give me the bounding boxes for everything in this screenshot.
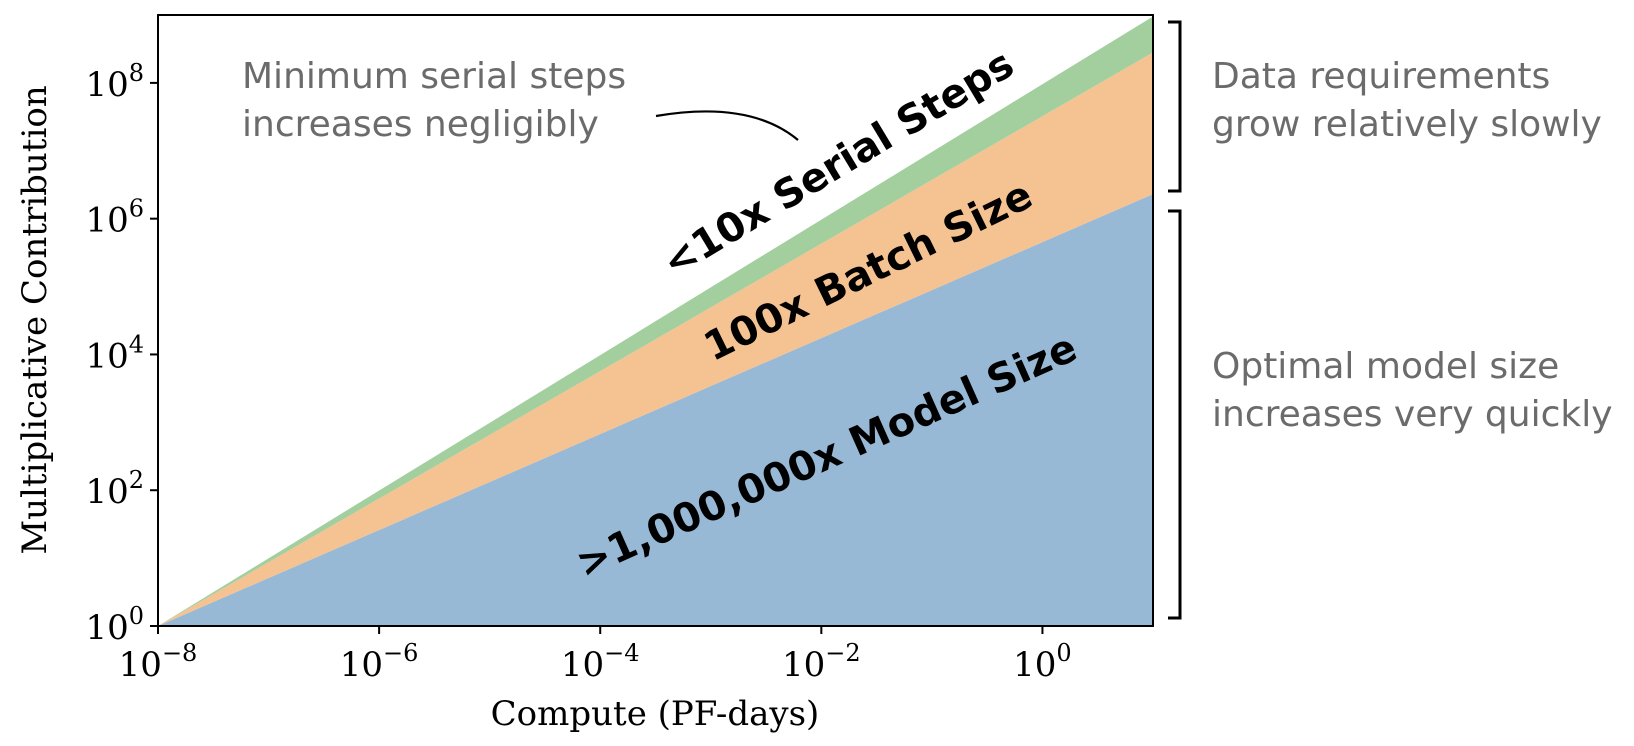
plot-areas [158,16,1153,626]
model-note-line-1: Optimal model size [1212,346,1559,387]
serial-note-arrow [655,110,799,141]
y-tick-label: 108 [85,59,144,105]
serial-steps-area [158,16,1153,626]
data-requirements-bracket [1168,20,1182,193]
x-axis-label: Compute (PF-days) [491,694,820,734]
y-axis-ticks: 100 102 104 106 108 [85,59,158,648]
x-tick-label: 10−2 [782,639,861,685]
y-tick-label: 100 [85,602,144,648]
x-axis-ticks: 10−8 10−6 10−4 10−2 100 [119,626,1072,685]
y-tick-label: 106 [85,195,144,241]
x-tick-label: 10−8 [119,639,198,685]
model-note-line-2: increases very quickly [1212,394,1613,435]
model-size-bracket [1168,209,1182,620]
data-note-line-1: Data requirements [1212,56,1550,97]
serial-note-line-1: Minimum serial steps [242,56,626,97]
x-tick-label: 10−4 [561,639,640,685]
x-tick-label: 10−6 [340,639,419,685]
model-size-area [158,194,1153,626]
y-axis-label: Multiplicative Contribution [15,85,55,554]
y-tick-label: 102 [85,466,144,512]
x-tick-label: 100 [1013,639,1072,685]
plot-frame [157,14,1154,627]
y-tick-label: 104 [85,330,144,376]
serial-note-line-2: increases negligibly [242,104,599,145]
data-note-line-2: grow relatively slowly [1212,104,1602,145]
